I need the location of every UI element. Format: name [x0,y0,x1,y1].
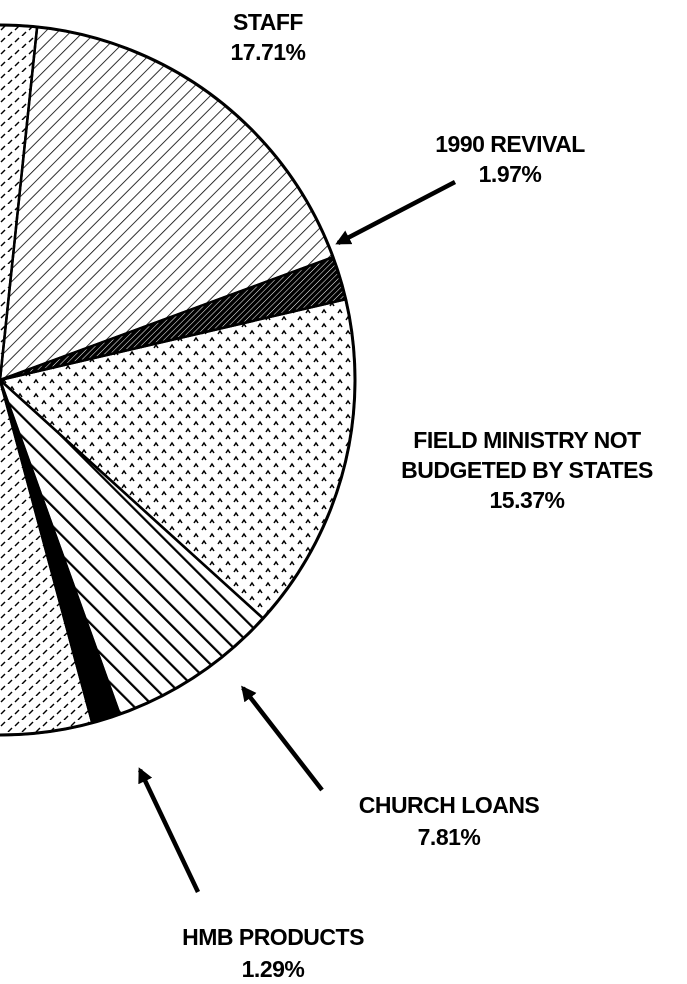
slice-label-field-ministry: FIELD MINISTRY NOT BUDGETED BY STATES 15.3… [401,427,653,513]
pie-slice-other [0,23,94,737]
pointer-arrow-hmb-products [137,767,201,893]
slice-label-staff: STAFF 17.71% [230,9,305,65]
pie-outline [0,23,357,737]
slice-label-church-loans: CHURCH LOANS 7.81% [359,792,540,850]
pointer-arrow-revival-1990 [335,180,457,245]
slice-label-hmb-products: HMB PRODUCTS 1.29% [182,924,364,982]
pointer-arrow-church-loans [241,685,324,792]
slice-label-revival-1990: 1990 REVIVAL 1.97% [435,131,585,187]
